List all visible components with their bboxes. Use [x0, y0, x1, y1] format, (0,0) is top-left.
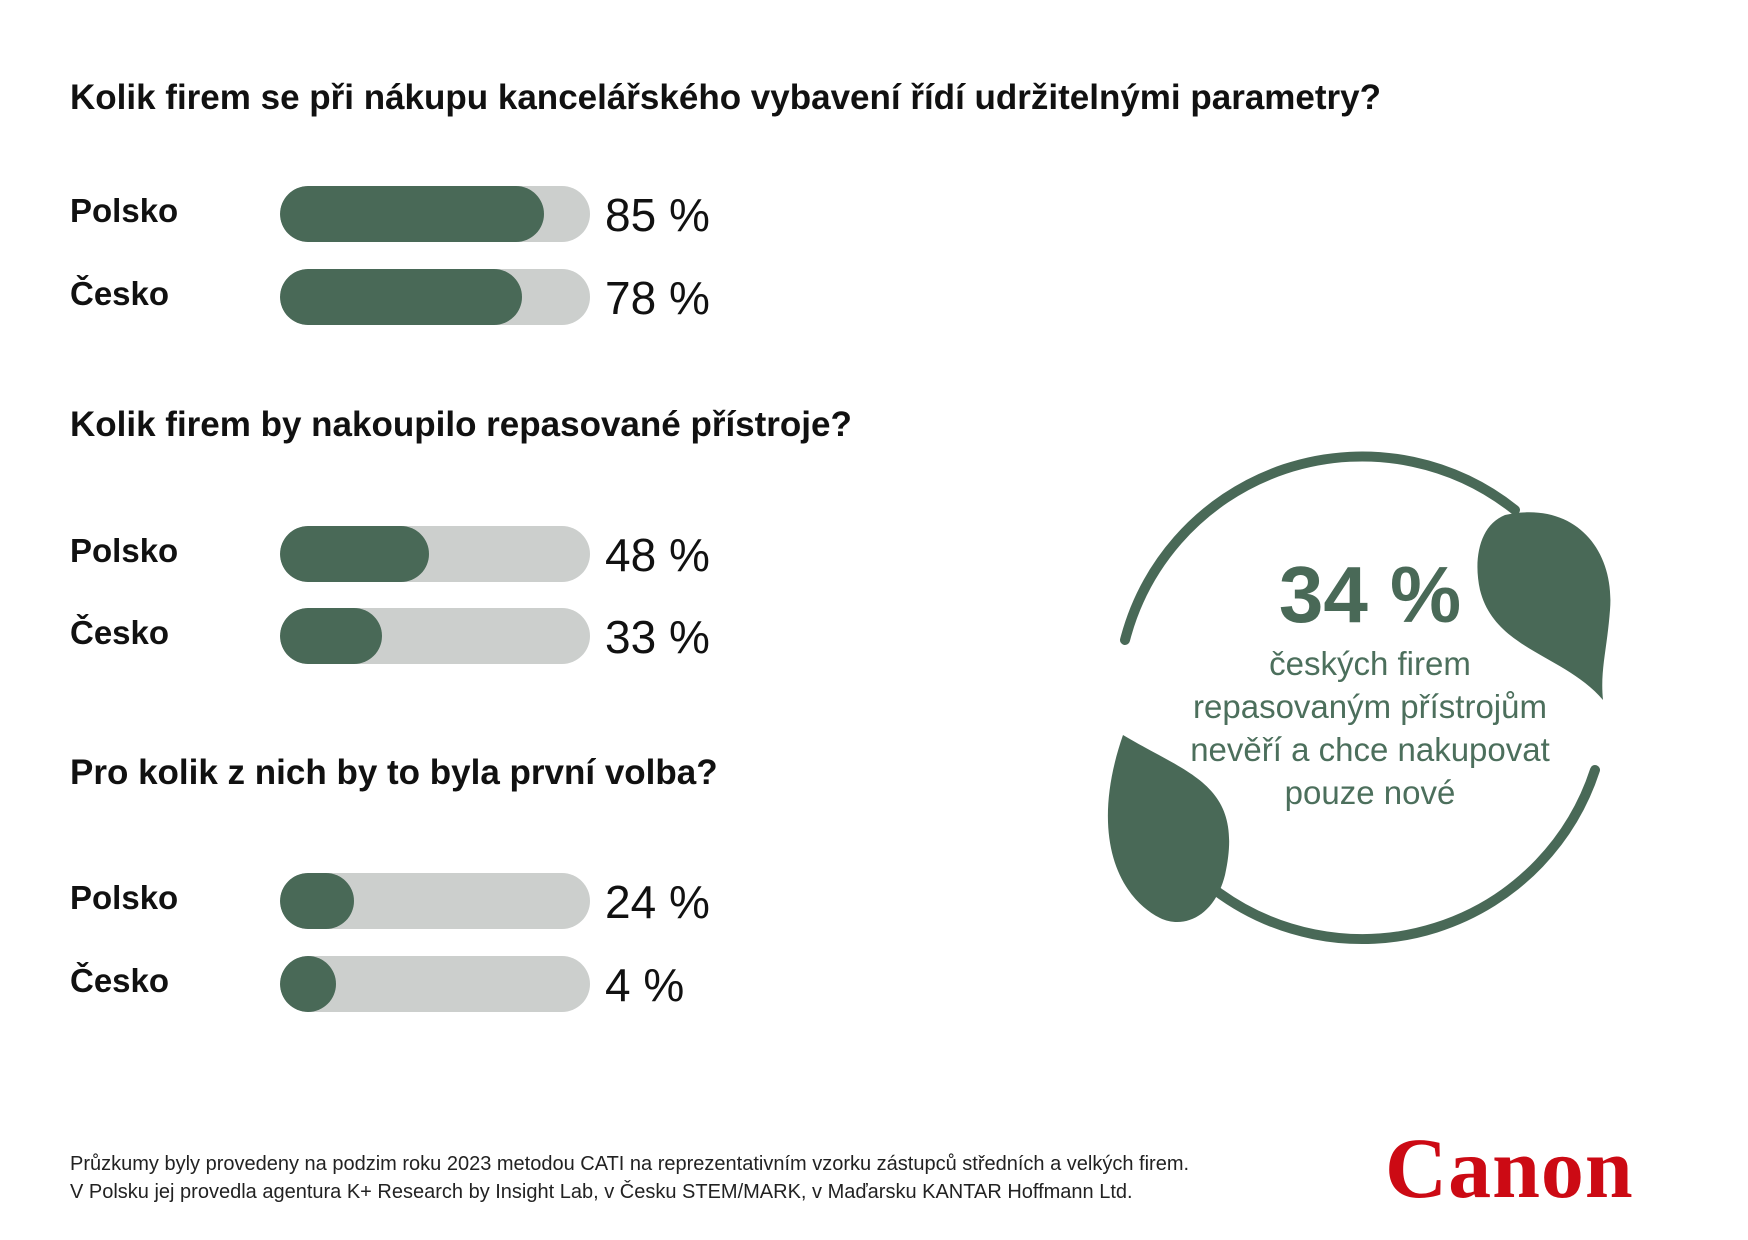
arc-bottom: [1210, 765, 1600, 945]
question-2-title: Kolik firem by nakoupilo repasované přís…: [70, 405, 852, 444]
footnote: Průzkumy byly provedeny na podzim roku 2…: [70, 1150, 1189, 1206]
highlight-line: českých firem: [1269, 645, 1471, 682]
bar-row: Polsko 24 %: [70, 873, 770, 929]
arc-top: [1120, 451, 1520, 645]
bar-value-label: 24 %: [605, 876, 710, 928]
canon-logo: Canon: [1385, 1120, 1634, 1216]
highlight-line: repasovaným přístrojům: [1193, 688, 1547, 725]
bar-row: Česko 4 %: [70, 956, 770, 1012]
bar-label: Polsko: [70, 192, 179, 229]
bar-row: Česko 33 %: [70, 608, 770, 664]
bar-track: [280, 269, 590, 325]
bar-label: Česko: [70, 275, 170, 312]
bar-row: Polsko 48 %: [70, 526, 770, 582]
bar-value-label: 78 %: [605, 272, 710, 324]
bar-fill: [280, 526, 429, 582]
footnote-line: V Polsku jej provedla agentura K+ Resear…: [70, 1181, 1133, 1203]
bar-track: [280, 526, 590, 582]
bar-track: [280, 956, 590, 1012]
bar-fill: [280, 608, 383, 664]
bar-label: Česko: [70, 962, 170, 999]
bar-fill: [280, 873, 355, 929]
footnote-line: Průzkumy byly provedeny na podzim roku 2…: [70, 1153, 1190, 1175]
leaf-top-icon: [1477, 512, 1611, 700]
bar-value-label: 85 %: [605, 189, 710, 241]
highlight-value: 34 %: [1278, 550, 1462, 639]
bar-track: [280, 873, 590, 929]
bar-value-label: 48 %: [605, 529, 710, 581]
bar-label: Česko: [70, 614, 170, 651]
leaf-bottom-icon: [1107, 735, 1230, 923]
bar-row: Česko 78 %: [70, 269, 770, 325]
bar-label: Polsko: [70, 879, 179, 916]
bar-row: Polsko 85 %: [70, 186, 770, 242]
bar-fill: [280, 269, 522, 325]
bar-value-label: 4 %: [605, 959, 685, 1011]
recycle-leaf-icon: [1107, 451, 1611, 945]
question-1-title: Kolik firem se při nákupu kancelářského …: [70, 78, 1382, 117]
highlight-line: nevěří a chce nakupovat: [1190, 731, 1550, 768]
bar-track: [280, 608, 590, 664]
bar-label: Polsko: [70, 532, 179, 569]
question-3-title: Pro kolik z nich by to byla první volba?: [70, 753, 718, 792]
bar-fill: [280, 956, 336, 1012]
bar-value-label: 33 %: [605, 611, 710, 663]
highlight-text: českých firem repasovaným přístrojům nev…: [1140, 642, 1600, 814]
bar-track: [280, 186, 590, 242]
highlight-line: pouze nové: [1284, 774, 1456, 811]
bar-fill: [280, 186, 544, 242]
